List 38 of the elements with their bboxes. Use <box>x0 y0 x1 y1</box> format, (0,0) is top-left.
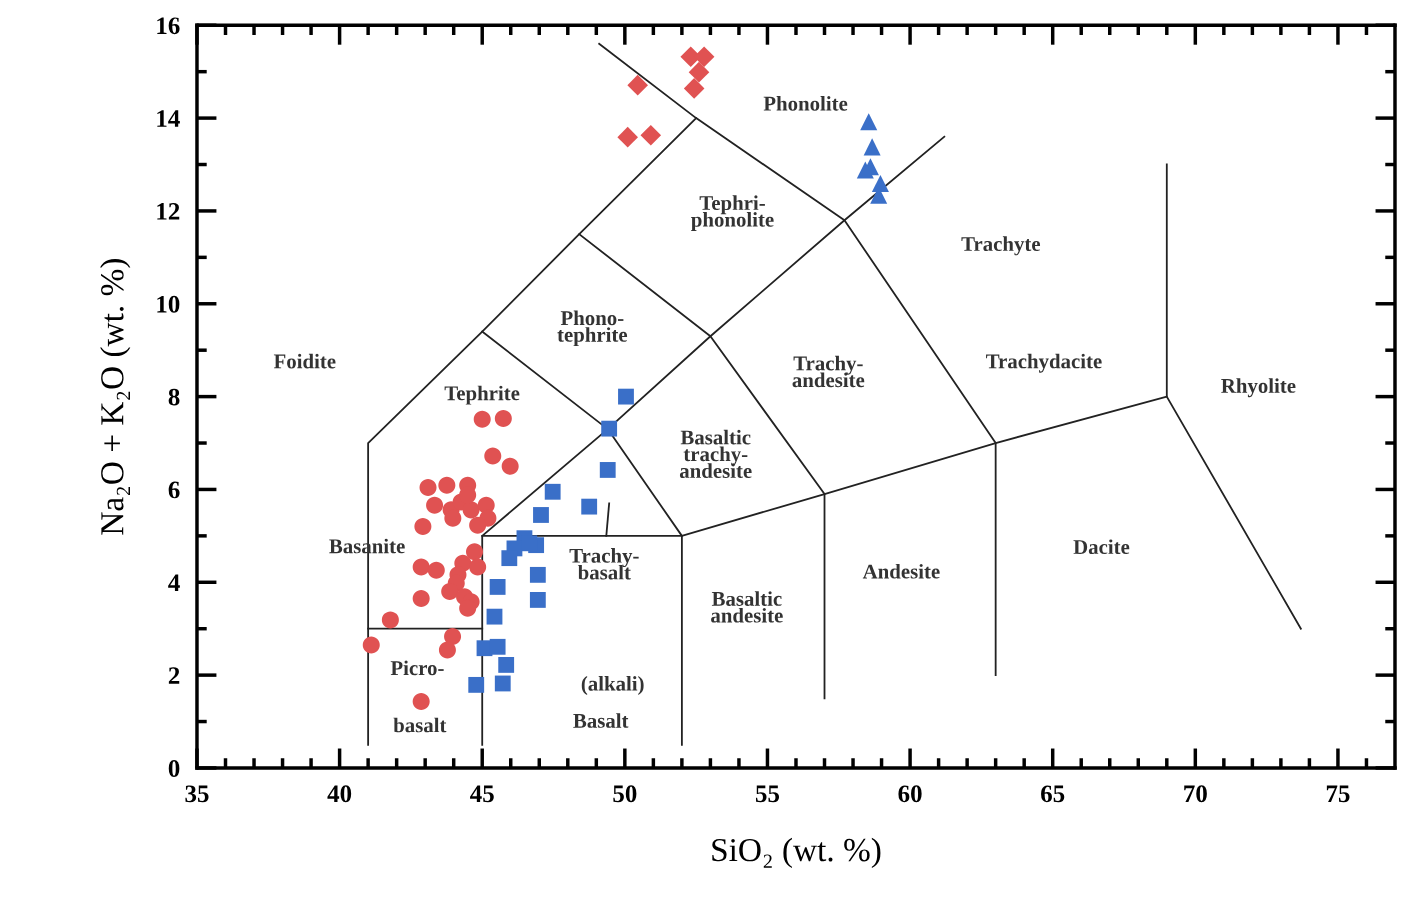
annotation: Basaltic trachy- andesite <box>679 429 752 478</box>
x-tick-label: 75 <box>1326 785 1350 803</box>
x-tick-label: 35 <box>185 785 209 803</box>
annotation: (alkali) <box>581 676 644 695</box>
annotation: Trachy- basalt <box>569 548 639 580</box>
annotation: Foidite <box>273 353 336 369</box>
x-tick-label: 40 <box>327 785 352 803</box>
annotation: Rhyolite <box>1221 378 1296 398</box>
x-tick-label: 65 <box>1041 785 1065 803</box>
annotation: Phono- tephrite <box>557 310 628 347</box>
annotation: Basaltic andesite <box>711 591 783 623</box>
y-tick-label: 14 <box>157 110 180 127</box>
annotation: Picro- <box>390 660 444 676</box>
annotation: Trachyte <box>961 236 1041 256</box>
annotation: Basalt <box>573 713 629 728</box>
annotation: Trachydacite <box>986 353 1102 373</box>
annotation: Tephri- phonolite <box>691 195 774 231</box>
x-axis-title: SiO₂ (wt. %) <box>712 837 881 869</box>
y-tick-label: 0 <box>168 760 180 777</box>
annotation: Dacite <box>1073 539 1130 555</box>
x-tick-label: 70 <box>1184 785 1207 803</box>
y-tick-label: 6 <box>168 481 180 499</box>
x-tick-label: 55 <box>755 785 780 803</box>
y-tick-label: 4 <box>168 574 180 591</box>
annotation: Andesite <box>862 563 940 579</box>
y-tick-label: 12 <box>157 203 180 220</box>
annotation: Trachy- andesite <box>792 355 865 388</box>
y-axis-title: Na₂O + K₂O (wt. %) <box>100 259 131 535</box>
annotation: Phonolite <box>763 96 848 111</box>
y-tick-label: 2 <box>168 667 180 684</box>
annotation: basalt <box>393 717 447 733</box>
y-tick-label: 10 <box>157 295 180 313</box>
y-tick-label: 16 <box>157 17 180 35</box>
x-tick-label: 45 <box>470 785 494 803</box>
annotation: Tephrite <box>444 385 520 405</box>
y-tick-label: 8 <box>168 388 180 406</box>
x-tick-label: 50 <box>613 785 637 803</box>
x-tick-label: 60 <box>898 785 922 803</box>
